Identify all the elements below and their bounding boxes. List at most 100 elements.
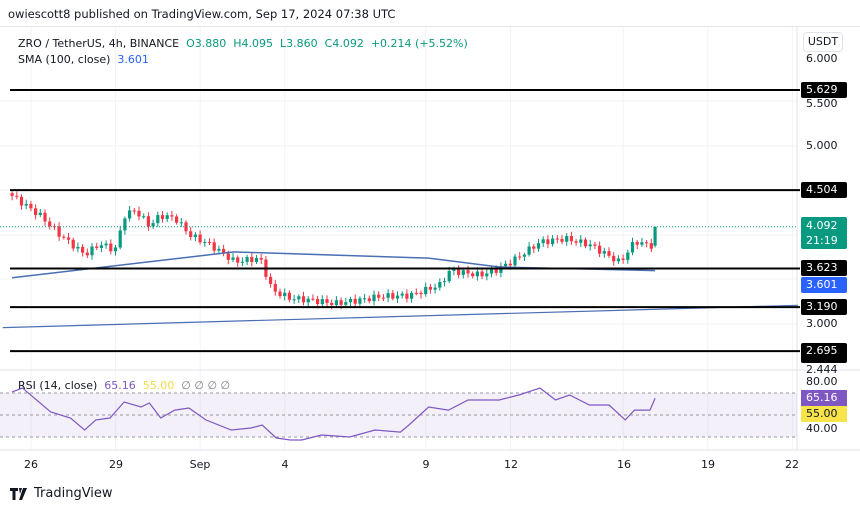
candle xyxy=(541,236,545,247)
candle xyxy=(250,252,254,267)
candle xyxy=(137,206,141,221)
candle-body xyxy=(442,281,447,283)
candle xyxy=(400,291,404,299)
candle xyxy=(34,204,38,220)
candle xyxy=(287,290,292,303)
candle xyxy=(222,244,226,257)
high-value: H4.095 xyxy=(233,37,274,50)
candle-body xyxy=(109,243,113,252)
candle xyxy=(269,273,273,288)
candle xyxy=(66,232,71,245)
symbol-name[interactable]: ZRO / TetherUS, 4h, BINANCE xyxy=(18,37,180,50)
price-axis-tick: 2.444 xyxy=(806,363,838,376)
candle-body xyxy=(621,258,625,260)
candle-body xyxy=(372,294,376,302)
candle-body xyxy=(645,242,649,244)
candle-body xyxy=(179,222,183,224)
candle-body xyxy=(71,239,75,249)
candle xyxy=(419,290,423,299)
candle xyxy=(156,211,160,228)
candle xyxy=(24,199,28,210)
candle xyxy=(231,253,235,263)
candle xyxy=(189,226,193,241)
candle xyxy=(546,235,550,249)
candle-body xyxy=(424,286,428,295)
candle xyxy=(325,295,329,307)
long-ma-line xyxy=(2,304,799,329)
current-price-badge: 4.092 21:19 xyxy=(801,217,847,249)
candle xyxy=(410,291,414,303)
price-chart[interactable] xyxy=(0,0,860,480)
candle-body xyxy=(250,257,254,263)
candle xyxy=(320,295,324,308)
candle-body xyxy=(504,263,508,267)
candle xyxy=(301,291,306,306)
candle xyxy=(381,293,386,302)
currency-button[interactable]: USDT xyxy=(803,32,843,52)
candle-body xyxy=(142,216,146,218)
change-value: +0.214 (+5.52%) xyxy=(370,37,468,50)
candle-body xyxy=(193,234,198,237)
sma-label[interactable]: SMA (100, close) xyxy=(18,53,111,66)
candle-body xyxy=(400,293,404,296)
candle xyxy=(457,265,461,279)
candle xyxy=(306,296,310,307)
candle-body xyxy=(546,239,550,245)
candle xyxy=(485,269,489,281)
candle-body xyxy=(334,300,339,306)
candle xyxy=(583,237,588,249)
candle xyxy=(363,293,367,303)
candle xyxy=(165,212,169,222)
candle-body xyxy=(414,292,418,294)
price-axis-tick: 5.000 xyxy=(806,139,838,152)
candle-body xyxy=(602,251,606,254)
rsi-line xyxy=(11,387,656,441)
time-axis-tick: 9 xyxy=(422,458,430,471)
candle-body xyxy=(207,242,212,244)
candle-body xyxy=(330,302,334,306)
candle-body xyxy=(452,269,456,271)
candle-body xyxy=(475,271,480,277)
candle xyxy=(489,265,494,278)
candle-body xyxy=(62,236,66,238)
candle-body xyxy=(104,243,108,246)
candle-body xyxy=(10,193,14,196)
candle xyxy=(367,295,371,304)
candle xyxy=(175,214,179,225)
sma-badge: 3.601 xyxy=(801,277,847,293)
candle xyxy=(574,238,578,246)
candle-body xyxy=(653,226,657,246)
candle-body xyxy=(269,276,273,284)
candle-body xyxy=(344,302,348,305)
candle-body xyxy=(95,246,99,248)
candle-countdown: 21:19 xyxy=(806,234,838,247)
candle xyxy=(184,220,188,235)
candle-body xyxy=(306,298,310,303)
candle-body xyxy=(19,196,24,206)
time-axis-tick: 4 xyxy=(281,458,289,471)
tradingview-logo[interactable]: TradingView xyxy=(10,486,113,501)
candle-body xyxy=(598,245,602,254)
candle-body xyxy=(381,297,386,299)
candle-body xyxy=(508,263,512,266)
candle-body xyxy=(339,300,343,305)
candle xyxy=(348,296,353,307)
candle-body xyxy=(123,218,127,231)
time-axis-tick: 16 xyxy=(617,458,631,471)
symbol-legend: ZRO / TetherUS, 4h, BINANCE O3.880 H4.09… xyxy=(18,36,468,68)
rsi-label[interactable]: RSI (14, close) xyxy=(18,379,98,392)
candle-body xyxy=(494,268,498,273)
candle xyxy=(621,254,625,264)
candle xyxy=(278,288,282,299)
candle-body xyxy=(226,253,230,260)
candle xyxy=(635,240,639,250)
candle-body xyxy=(240,261,245,263)
candle xyxy=(442,277,447,287)
candle-body xyxy=(198,234,202,243)
candle-body xyxy=(128,210,132,219)
candle-body xyxy=(203,242,207,244)
candle xyxy=(344,297,348,308)
candle xyxy=(551,235,555,247)
candle-body xyxy=(541,239,545,244)
candle-body xyxy=(283,292,287,297)
